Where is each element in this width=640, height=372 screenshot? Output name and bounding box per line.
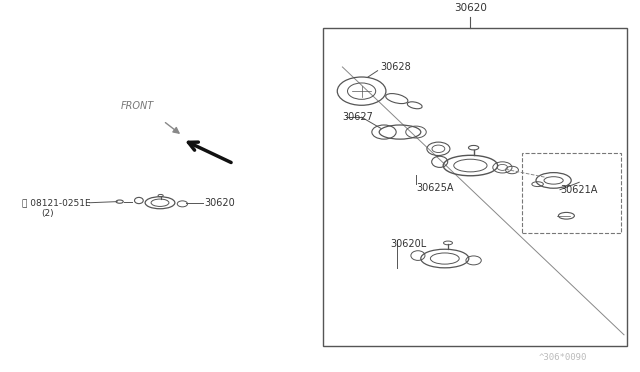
Text: 30628: 30628 xyxy=(381,62,412,72)
Text: 30621A: 30621A xyxy=(560,185,597,195)
Text: 30620: 30620 xyxy=(454,3,487,13)
Text: Ⓑ 08121-0251E: Ⓑ 08121-0251E xyxy=(22,198,91,207)
Text: 30627: 30627 xyxy=(342,112,373,122)
Text: (2): (2) xyxy=(42,209,54,218)
Bar xyxy=(522,153,621,232)
Text: 30620: 30620 xyxy=(205,198,236,208)
Text: 30620L: 30620L xyxy=(390,239,427,248)
Bar xyxy=(323,28,627,346)
Text: ^306*0090: ^306*0090 xyxy=(539,353,588,362)
Text: 30625A: 30625A xyxy=(416,183,454,193)
Text: FRONT: FRONT xyxy=(121,101,154,111)
